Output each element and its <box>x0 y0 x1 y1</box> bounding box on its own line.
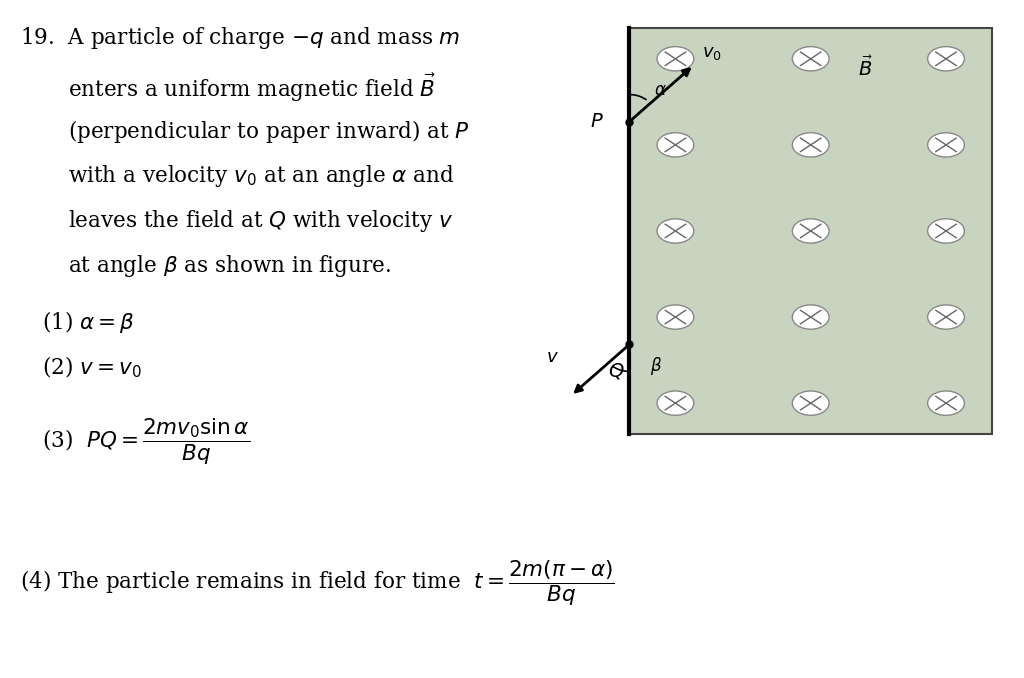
Circle shape <box>657 47 694 71</box>
Circle shape <box>657 133 694 157</box>
Circle shape <box>928 305 965 330</box>
Circle shape <box>793 391 829 416</box>
Text: $Q$: $Q$ <box>608 361 625 381</box>
Text: $v_0$: $v_0$ <box>702 43 722 62</box>
Text: enters a uniform magnetic field $\vec{B}$: enters a uniform magnetic field $\vec{B}… <box>68 73 435 104</box>
Text: (4) The particle remains in field for time  $t=\dfrac{2m(\pi-\alpha)}{Bq}$: (4) The particle remains in field for ti… <box>19 559 614 608</box>
Circle shape <box>657 305 694 330</box>
Circle shape <box>793 47 829 71</box>
Circle shape <box>793 219 829 243</box>
Circle shape <box>928 219 965 243</box>
Text: (3)  $PQ = \dfrac{2mv_0\sin\alpha}{Bq}$: (3) $PQ = \dfrac{2mv_0\sin\alpha}{Bq}$ <box>42 417 250 467</box>
Text: $P$: $P$ <box>590 113 604 131</box>
Text: leaves the field at $Q$ with velocity $v$: leaves the field at $Q$ with velocity $v… <box>68 208 453 234</box>
Bar <box>630 28 992 433</box>
Text: $v$: $v$ <box>547 348 559 365</box>
Text: with a velocity $v_0$ at an angle $\alpha$ and: with a velocity $v_0$ at an angle $\alph… <box>68 163 455 188</box>
Circle shape <box>657 219 694 243</box>
Text: $\alpha$: $\alpha$ <box>654 81 667 98</box>
Text: (perpendicular to paper inward) at $P$: (perpendicular to paper inward) at $P$ <box>68 117 470 144</box>
Text: $\vec{B}$: $\vec{B}$ <box>857 56 872 79</box>
Text: 19.  A particle of charge $-q$ and mass $m$: 19. A particle of charge $-q$ and mass $… <box>19 25 460 51</box>
Circle shape <box>793 133 829 157</box>
Text: (1) $\alpha=\beta$: (1) $\alpha=\beta$ <box>42 308 135 335</box>
Text: at angle $\beta$ as shown in figure.: at angle $\beta$ as shown in figure. <box>68 254 391 279</box>
Circle shape <box>928 391 965 416</box>
Circle shape <box>793 305 829 330</box>
Text: (2) $v=v_0$: (2) $v=v_0$ <box>42 355 142 380</box>
Circle shape <box>928 47 965 71</box>
Circle shape <box>657 391 694 416</box>
Circle shape <box>928 133 965 157</box>
Text: $\beta$: $\beta$ <box>650 355 662 377</box>
